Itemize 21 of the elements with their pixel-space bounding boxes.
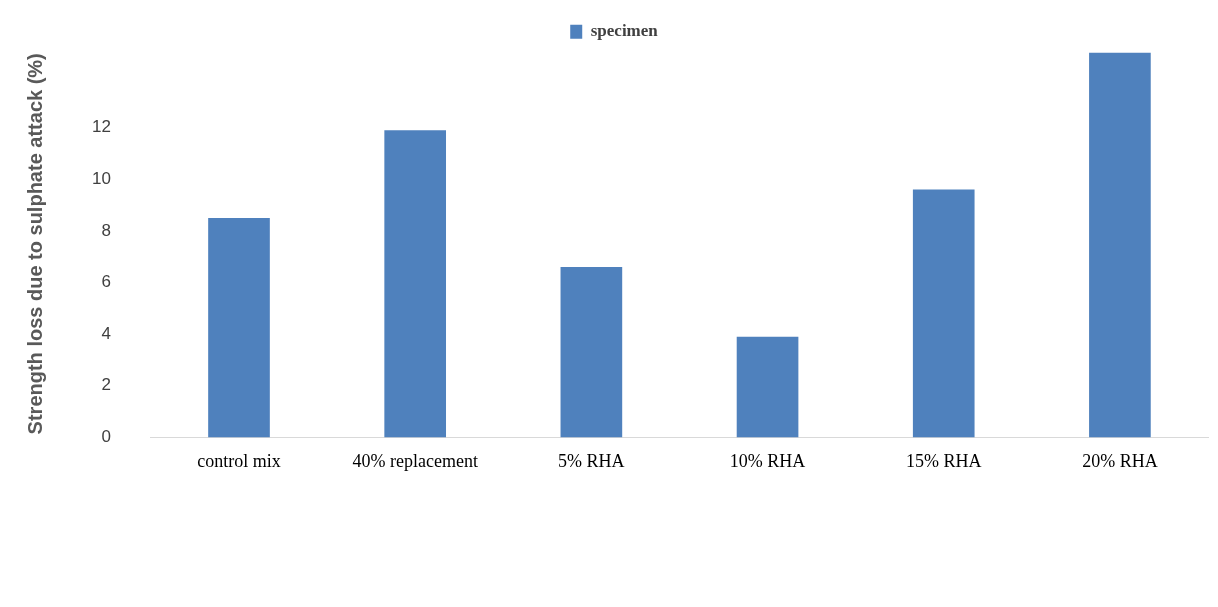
x-tick-label: 40% replacement [352,450,478,471]
y-tick-label: 0 [101,427,111,447]
bar [736,336,799,438]
bar [560,267,623,438]
y-tick-label: 10 [91,168,111,188]
y-tick-label: 4 [101,323,111,343]
y-tick-label: 12 [91,117,111,137]
bar [384,130,447,438]
y-tick-label: 6 [101,272,111,292]
x-tick-label: 10% RHA [729,450,806,471]
x-tick-label: 15% RHA [905,450,982,471]
y-tick-label: 2 [101,375,111,395]
y-axis-title: Strength loss due to sulphate attack (%) [23,53,46,435]
legend-label: specimen [590,21,659,41]
x-tick-label: control mix [197,450,281,471]
y-tick-label: 8 [101,220,111,240]
bar [208,217,270,438]
bar [912,189,975,438]
bar [1089,52,1151,438]
x-tick-label: 5% RHA [558,450,625,471]
x-tick-label: 20% RHA [1082,450,1158,471]
